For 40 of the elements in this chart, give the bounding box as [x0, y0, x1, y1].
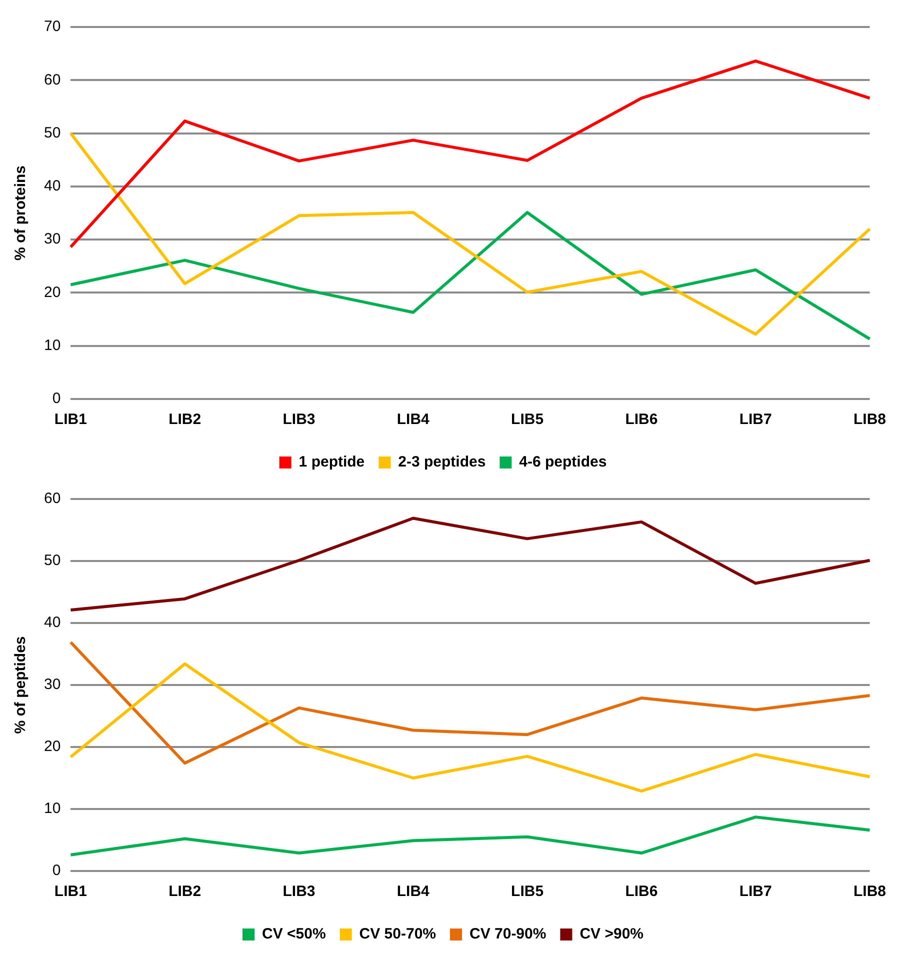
y-tick-label: 40 — [44, 614, 61, 632]
legend-label: 2-3 peptides — [398, 454, 486, 471]
y-tick-label: 50 — [44, 124, 61, 142]
y-axis-title: % of proteins — [12, 165, 30, 261]
y-tick-label: 0 — [52, 390, 61, 408]
legend-label: CV >90% — [580, 926, 644, 943]
y-tick-label: 50 — [44, 552, 61, 570]
x-tick-label: LIB7 — [739, 411, 772, 428]
legend-label: CV 70-90% — [470, 926, 546, 943]
x-tick-label: LIB1 — [54, 883, 87, 900]
x-tick-label: LIB3 — [282, 883, 316, 900]
legend-label: 1 peptide — [298, 454, 365, 471]
y-tick-label: 20 — [44, 284, 61, 301]
y-tick-label: 30 — [44, 676, 61, 694]
y-tick-label: 10 — [44, 337, 61, 354]
x-tick-label: LIB2 — [168, 411, 202, 428]
x-tick-label: LIB5 — [511, 883, 544, 900]
y-tick-label: 40 — [44, 178, 61, 195]
x-tick-label: LIB8 — [853, 883, 886, 900]
x-tick-label: LIB1 — [54, 411, 87, 428]
x-tick-label: LIB5 — [511, 411, 544, 428]
x-tick-label: LIB3 — [282, 411, 316, 428]
x-tick-label: LIB8 — [853, 411, 886, 428]
legend-label: CV <50% — [262, 926, 326, 943]
x-tick-label: LIB2 — [168, 883, 202, 900]
y-tick-label: 30 — [44, 230, 61, 248]
x-tick-label: LIB4 — [396, 883, 430, 900]
y-tick-label: 0 — [52, 862, 61, 880]
y-tick-label: 70 — [44, 18, 61, 36]
y-tick-label: 10 — [44, 800, 61, 818]
y-tick-label: 60 — [44, 71, 61, 88]
x-tick-label: LIB6 — [625, 883, 658, 900]
legend-label: CV 50-70% — [359, 926, 436, 943]
y-axis-title: % of peptides — [12, 636, 30, 734]
y-tick-label: 20 — [44, 738, 61, 756]
x-tick-label: LIB6 — [625, 411, 658, 428]
y-tick-label: 60 — [44, 490, 61, 508]
x-tick-label: LIB7 — [739, 883, 772, 900]
legend-label: 4-6 peptides — [519, 454, 607, 471]
x-tick-label: LIB4 — [396, 411, 430, 428]
